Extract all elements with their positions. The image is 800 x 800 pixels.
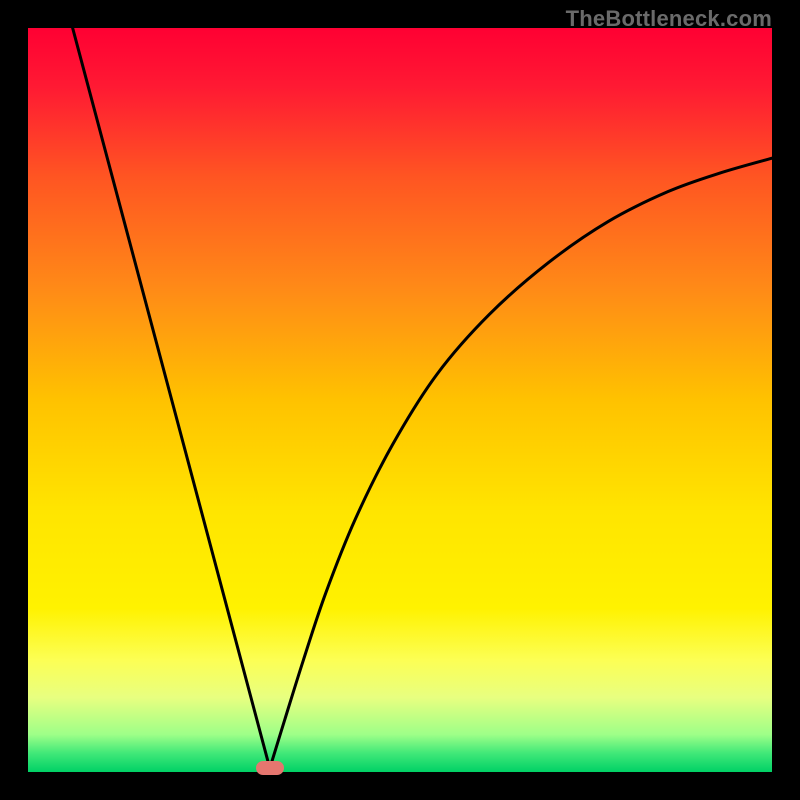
chart-frame: TheBottleneck.com (0, 0, 800, 800)
plot-svg (28, 28, 772, 772)
gradient-background (28, 28, 772, 772)
plot-area (28, 28, 772, 772)
minimum-marker (256, 761, 284, 775)
